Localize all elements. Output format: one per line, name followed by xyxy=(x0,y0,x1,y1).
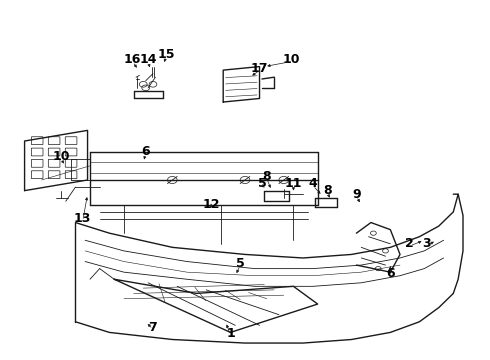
Text: 13: 13 xyxy=(74,212,92,225)
Text: 8: 8 xyxy=(263,170,271,183)
Text: 16: 16 xyxy=(124,53,141,66)
Text: 11: 11 xyxy=(285,177,302,190)
Text: 17: 17 xyxy=(251,62,269,75)
Text: 4: 4 xyxy=(308,177,317,190)
Text: 6: 6 xyxy=(386,267,394,280)
Text: 9: 9 xyxy=(352,188,361,201)
Text: 2: 2 xyxy=(405,237,414,250)
Text: 7: 7 xyxy=(148,321,157,334)
Text: 5: 5 xyxy=(236,257,245,270)
Text: 12: 12 xyxy=(202,198,220,211)
Text: 8: 8 xyxy=(323,184,332,197)
Text: 10: 10 xyxy=(52,150,70,163)
Text: 3: 3 xyxy=(422,237,431,250)
Text: 10: 10 xyxy=(282,53,300,66)
Text: 14: 14 xyxy=(139,53,157,66)
Text: 5: 5 xyxy=(258,177,267,190)
Text: 6: 6 xyxy=(142,145,150,158)
Text: 15: 15 xyxy=(157,48,175,61)
Text: 1: 1 xyxy=(226,327,235,339)
